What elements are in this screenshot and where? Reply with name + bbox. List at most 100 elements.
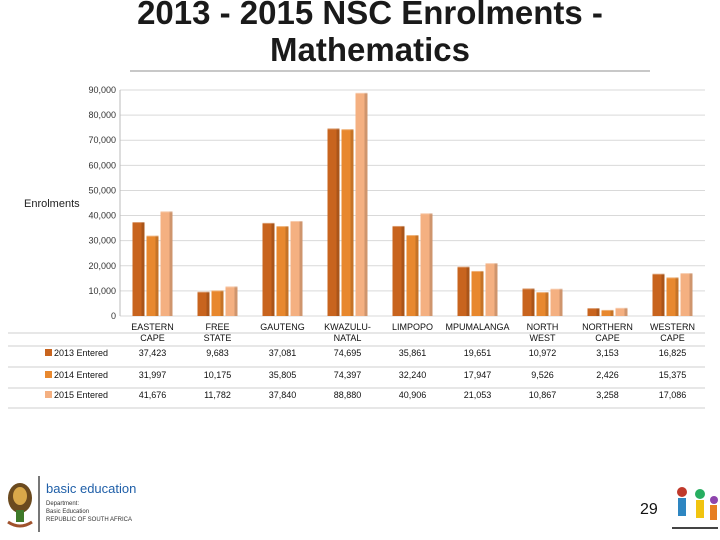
page-number: 29 bbox=[640, 501, 658, 518]
data-label: 19,651 bbox=[464, 348, 492, 358]
bar bbox=[420, 213, 433, 316]
y-tick-label: 30,000 bbox=[88, 236, 116, 246]
bar-shade bbox=[675, 277, 679, 316]
bar bbox=[457, 266, 470, 316]
svg-text:REPUBLIC OF SOUTH AFRICA: REPUBLIC OF SOUTH AFRICA bbox=[46, 517, 132, 523]
data-label: 32,240 bbox=[399, 370, 427, 380]
bar bbox=[225, 286, 238, 316]
bar-shade bbox=[415, 235, 419, 316]
bar-shade bbox=[531, 288, 535, 316]
bar-top bbox=[327, 126, 340, 130]
bar-shade bbox=[429, 213, 433, 316]
bar-top bbox=[146, 233, 159, 237]
bar-shade bbox=[169, 211, 173, 316]
bar bbox=[197, 291, 210, 316]
bar-top bbox=[406, 233, 419, 237]
data-label: 17,947 bbox=[464, 370, 492, 380]
bar-top bbox=[601, 307, 614, 311]
bar-top bbox=[522, 286, 535, 290]
bar-shade bbox=[661, 273, 665, 316]
x-tick-label: EASTERN bbox=[131, 322, 174, 332]
bar-top bbox=[160, 209, 173, 213]
svg-text:Basic Education: Basic Education bbox=[46, 509, 89, 515]
x-tick-label: CAPE bbox=[140, 333, 165, 343]
x-tick-label: CAPE bbox=[595, 333, 620, 343]
legend-label: 2015 Entered bbox=[54, 390, 108, 400]
y-axis-label: Enrolments bbox=[24, 198, 80, 210]
bar-top bbox=[276, 224, 289, 228]
x-tick-label: STATE bbox=[204, 333, 232, 343]
data-label: 35,861 bbox=[399, 348, 427, 358]
bar-shade bbox=[234, 286, 238, 316]
data-label: 88,880 bbox=[334, 390, 362, 400]
bar-top bbox=[587, 306, 600, 310]
data-label: 9,526 bbox=[531, 370, 554, 380]
bar-shade bbox=[610, 309, 614, 316]
data-label: 40,906 bbox=[399, 390, 427, 400]
bar-chart: 0 10,000 20,000 30,000 40,000 50,000 60,000 70,… bbox=[8, 85, 705, 409]
bar bbox=[406, 235, 419, 316]
y-tick-label: 0 bbox=[111, 311, 116, 321]
bar bbox=[471, 270, 484, 316]
bar-shade bbox=[141, 222, 145, 316]
bar-top bbox=[485, 261, 498, 265]
bar-top bbox=[341, 127, 354, 131]
bar-top bbox=[211, 288, 224, 292]
bar bbox=[160, 211, 173, 316]
bar-shade bbox=[350, 129, 354, 316]
bar-shade bbox=[624, 307, 628, 316]
legend-swatch bbox=[45, 371, 52, 378]
y-tick-label: 40,000 bbox=[88, 211, 116, 221]
page-title: 2013 - 2015 NSC Enrolments - Mathematics bbox=[137, 0, 603, 68]
y-tick-label: 80,000 bbox=[88, 110, 116, 120]
bar bbox=[615, 307, 628, 316]
data-label: 21,053 bbox=[464, 390, 492, 400]
legend-label: 2013 Entered bbox=[54, 348, 108, 358]
y-tick-label: 90,000 bbox=[88, 85, 116, 95]
data-label: 16,825 bbox=[659, 348, 687, 358]
bar bbox=[146, 235, 159, 316]
bar-top bbox=[666, 275, 679, 279]
bar-shade bbox=[494, 263, 498, 316]
children-illustration-icon bbox=[672, 487, 718, 529]
bar bbox=[485, 263, 498, 316]
legend-swatch bbox=[45, 349, 52, 356]
data-label: 3,258 bbox=[596, 390, 619, 400]
coat-of-arms-icon bbox=[7, 483, 33, 528]
data-label: 31,997 bbox=[139, 370, 167, 380]
bar-top bbox=[615, 305, 628, 309]
bar bbox=[290, 220, 303, 316]
bar-shade bbox=[220, 290, 224, 316]
data-label: 11,782 bbox=[204, 390, 231, 400]
x-tick-label: WESTERN bbox=[650, 322, 695, 332]
bar-shade bbox=[336, 128, 340, 316]
x-tick-label: FREE bbox=[205, 322, 229, 332]
bar-top bbox=[392, 223, 405, 227]
bar bbox=[276, 226, 289, 316]
data-label: 37,840 bbox=[269, 390, 297, 400]
bar bbox=[211, 290, 224, 316]
x-tick-label: LIMPOPO bbox=[392, 322, 433, 332]
y-tick-label: 10,000 bbox=[88, 286, 116, 296]
data-label: 37,423 bbox=[139, 348, 167, 358]
x-tick-label: NATAL bbox=[334, 333, 362, 343]
bar-top bbox=[290, 218, 303, 222]
bar-shade bbox=[545, 292, 549, 316]
data-label: 10,972 bbox=[529, 348, 557, 358]
bar bbox=[262, 222, 275, 316]
bar bbox=[680, 273, 693, 316]
bar-top bbox=[225, 284, 238, 288]
data-label: 17,086 bbox=[659, 390, 687, 400]
data-label: 35,805 bbox=[269, 370, 297, 380]
bar-shade bbox=[401, 225, 405, 316]
bar-top bbox=[197, 289, 210, 293]
data-label: 41,676 bbox=[139, 390, 167, 400]
y-tick-label: 20,000 bbox=[88, 261, 116, 271]
bar-top bbox=[457, 264, 470, 268]
bar-top bbox=[652, 271, 665, 275]
x-tick-label: KWAZULU- bbox=[324, 322, 371, 332]
legend-swatch bbox=[45, 391, 52, 398]
bar-top bbox=[536, 290, 549, 294]
bar-shade bbox=[206, 291, 210, 316]
bar bbox=[601, 309, 614, 316]
